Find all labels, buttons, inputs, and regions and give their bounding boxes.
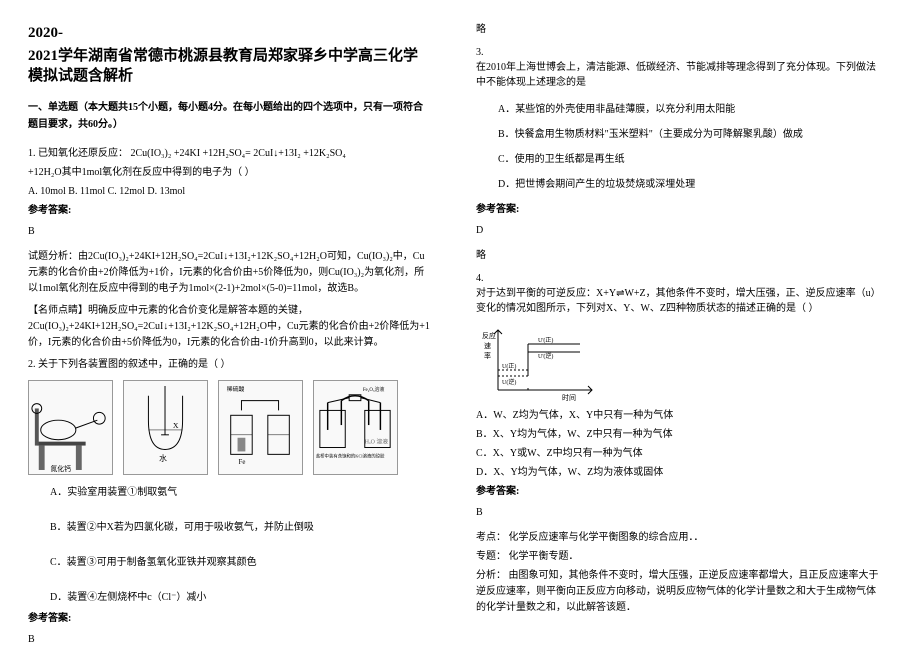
svg-text:率: 率 — [484, 351, 491, 360]
q2-options-list: A．实验室用装置①制取氨气 B．装置②中X若为四氯化碳，可用于吸收氨气，并防止倒… — [50, 485, 432, 605]
q3-optA: A．某些馆的外壳使用非晶硅薄膜，以充分利用太阳能 — [498, 102, 884, 117]
q2-optA: A．实验室用装置①制取氨气 — [50, 485, 432, 500]
q2-optB: B．装置②中X若为四氯化碳，可用于吸收氨气，并防止倒吸 — [50, 520, 432, 535]
page-title: 2021学年湖南省常德市桃源县教育局郑家驿乡中学高三化学模拟试题含解析 — [28, 46, 432, 87]
q4-answer: B — [476, 505, 884, 520]
q4-optD: D．X、Y均为气体，W、Z均为液体或固体 — [476, 465, 884, 480]
q2-optD: D．装置④左侧烧杯中c（Cl⁻）减小 — [50, 590, 432, 605]
apparatus-2-label: 水 — [159, 453, 167, 463]
apparatus-1: 氮化钙 — [28, 380, 113, 475]
apparatus-1-label: 氮化钙 — [50, 464, 71, 473]
svg-text:HₓO 溶液: HₓO 溶液 — [365, 438, 388, 446]
right-column: 略 3. 在2010年上海世博会上，清洁能源、低碳经济、节能减排等理念得到了充分… — [460, 0, 920, 651]
q1-answer: B — [28, 224, 432, 239]
q1-answer-label: 参考答案: — [28, 203, 432, 218]
q1-analysis2: 【名师点睛】明确反应中元素的化合价变化是解答本题的关键，2Cu(IO₃)₂+24… — [28, 303, 432, 351]
q2-text: 2. 关于下列各装置图的叙述中，正确的是（ ） — [28, 357, 432, 372]
section-heading-2: 题目要求，共60分。） — [28, 117, 432, 132]
q2-answer: B — [28, 632, 432, 647]
section-heading: 一、单选题（本大题共15个小题，每小题4分。在每小题给出的四个选项中，只有一项符… — [28, 100, 432, 115]
q4-fenxi: 分析： 由图象可知，其他条件不变时，增大压强，正逆反应速率都增大，且正反应速率大… — [476, 568, 884, 616]
omit-1: 略 — [476, 22, 884, 37]
apparatus-4-bot: 盐桥中装有含饱和的KCl溶液的琼胶 — [316, 452, 385, 459]
q1-analysis1: 试题分析：由2Cu(IO₃)₂+24KI+12H₂SO₄=2CuI↓+13I₂+… — [28, 249, 432, 297]
q3-answer-label: 参考答案: — [476, 202, 884, 217]
svg-text:速: 速 — [484, 342, 491, 350]
q4-optB: B．X、Y均为气体，W、Z中只有一种为气体 — [476, 427, 884, 442]
q4-text: 对于达到平衡的可逆反应：X+Y⇌W+Z，其他条件不变时，增大压强，正、逆反应速率… — [476, 286, 884, 316]
q3-optB: B．快餐盒用生物质材料"玉米塑料"（主要成分为可降解聚乳酸）做成 — [498, 127, 884, 142]
q3-answer: D — [476, 223, 884, 238]
svg-text:U(逆): U(逆) — [502, 378, 516, 386]
apparatus-4-top: Fe₂O₃溶液 — [363, 386, 385, 393]
q4-answer-label: 参考答案: — [476, 484, 884, 499]
q4-optA: A．W、Z均为气体，X、Y中只有一种为气体 — [476, 408, 884, 423]
apparatus-3-fe: Fe — [239, 459, 246, 466]
svg-text:时间: 时间 — [562, 393, 576, 402]
q1-line2: +12H₂O其中1mol氧化剂在反应中得到的电子为（ ） — [28, 165, 432, 180]
q2-optC: C．装置③可用于制备氢氧化亚铁并观察其颜色 — [50, 555, 432, 570]
q3-optD: D．把世博会期间产生的垃圾焚烧或深埋处理 — [498, 177, 884, 192]
apparatus-3-top: 稀硫酸 — [227, 385, 245, 393]
q3-omit: 略 — [476, 248, 884, 263]
svg-text:反应: 反应 — [482, 331, 496, 340]
apparatus-3: 稀硫酸 Fe — [218, 380, 303, 475]
apparatus-4: Fe₂O₃溶液 盐桥中装有含饱和的KCl溶液的琼胶 HₓO 溶液 — [313, 380, 398, 475]
svg-text:U(正): U(正) — [502, 363, 516, 370]
q1-options: A. 10mol B. 11mol C. 12mol D. 13mol — [28, 184, 432, 199]
apparatus-2-x: X — [173, 421, 179, 430]
svg-text:U'(正): U'(正) — [538, 337, 553, 344]
q4-kaodian: 考点： 化学反应速率与化学平衡图象的综合应用．． — [476, 530, 884, 545]
q2-answer-label: 参考答案: — [28, 611, 432, 626]
q3-num: 3. — [476, 45, 884, 60]
q4-optC: C．X、Y或W、Z中均只有一种为气体 — [476, 446, 884, 461]
left-column: 2020- 2021学年湖南省常德市桃源县教育局郑家驿乡中学高三化学模拟试题含解… — [0, 0, 460, 651]
q3-optC: C．使用的卫生纸都是再生纸 — [498, 152, 884, 167]
q4-num: 4. — [476, 271, 884, 286]
rate-chart: 反应 速 率 U'(正) U'(逆) U(正) U(逆) 时间 — [480, 322, 600, 402]
q3-options: A．某些馆的外壳使用非晶硅薄膜，以充分利用太阳能 B．快餐盒用生物质材料"玉米塑… — [498, 102, 884, 192]
q4-options: A．W、Z均为气体，X、Y中只有一种为气体 B．X、Y均为气体，W、Z中只有一种… — [476, 408, 884, 480]
q4-zhuanti: 专题： 化学平衡专题． — [476, 549, 884, 564]
q1-line1: 1. 已知氧化还原反应： 2Cu(IO₃)₂ +24KI +12H₂SO₄= 2… — [28, 146, 432, 161]
svg-text:U'(逆): U'(逆) — [538, 352, 553, 360]
apparatus-2: X 水 — [123, 380, 208, 475]
apparatus-row: 氮化钙 X 水 稀硫酸 Fe — [28, 380, 432, 475]
year-line: 2020- — [28, 22, 432, 45]
q3-text: 在2010年上海世博会上，清洁能源、低碳经济、节能减排等理念得到了充分体现。下列… — [476, 60, 884, 90]
